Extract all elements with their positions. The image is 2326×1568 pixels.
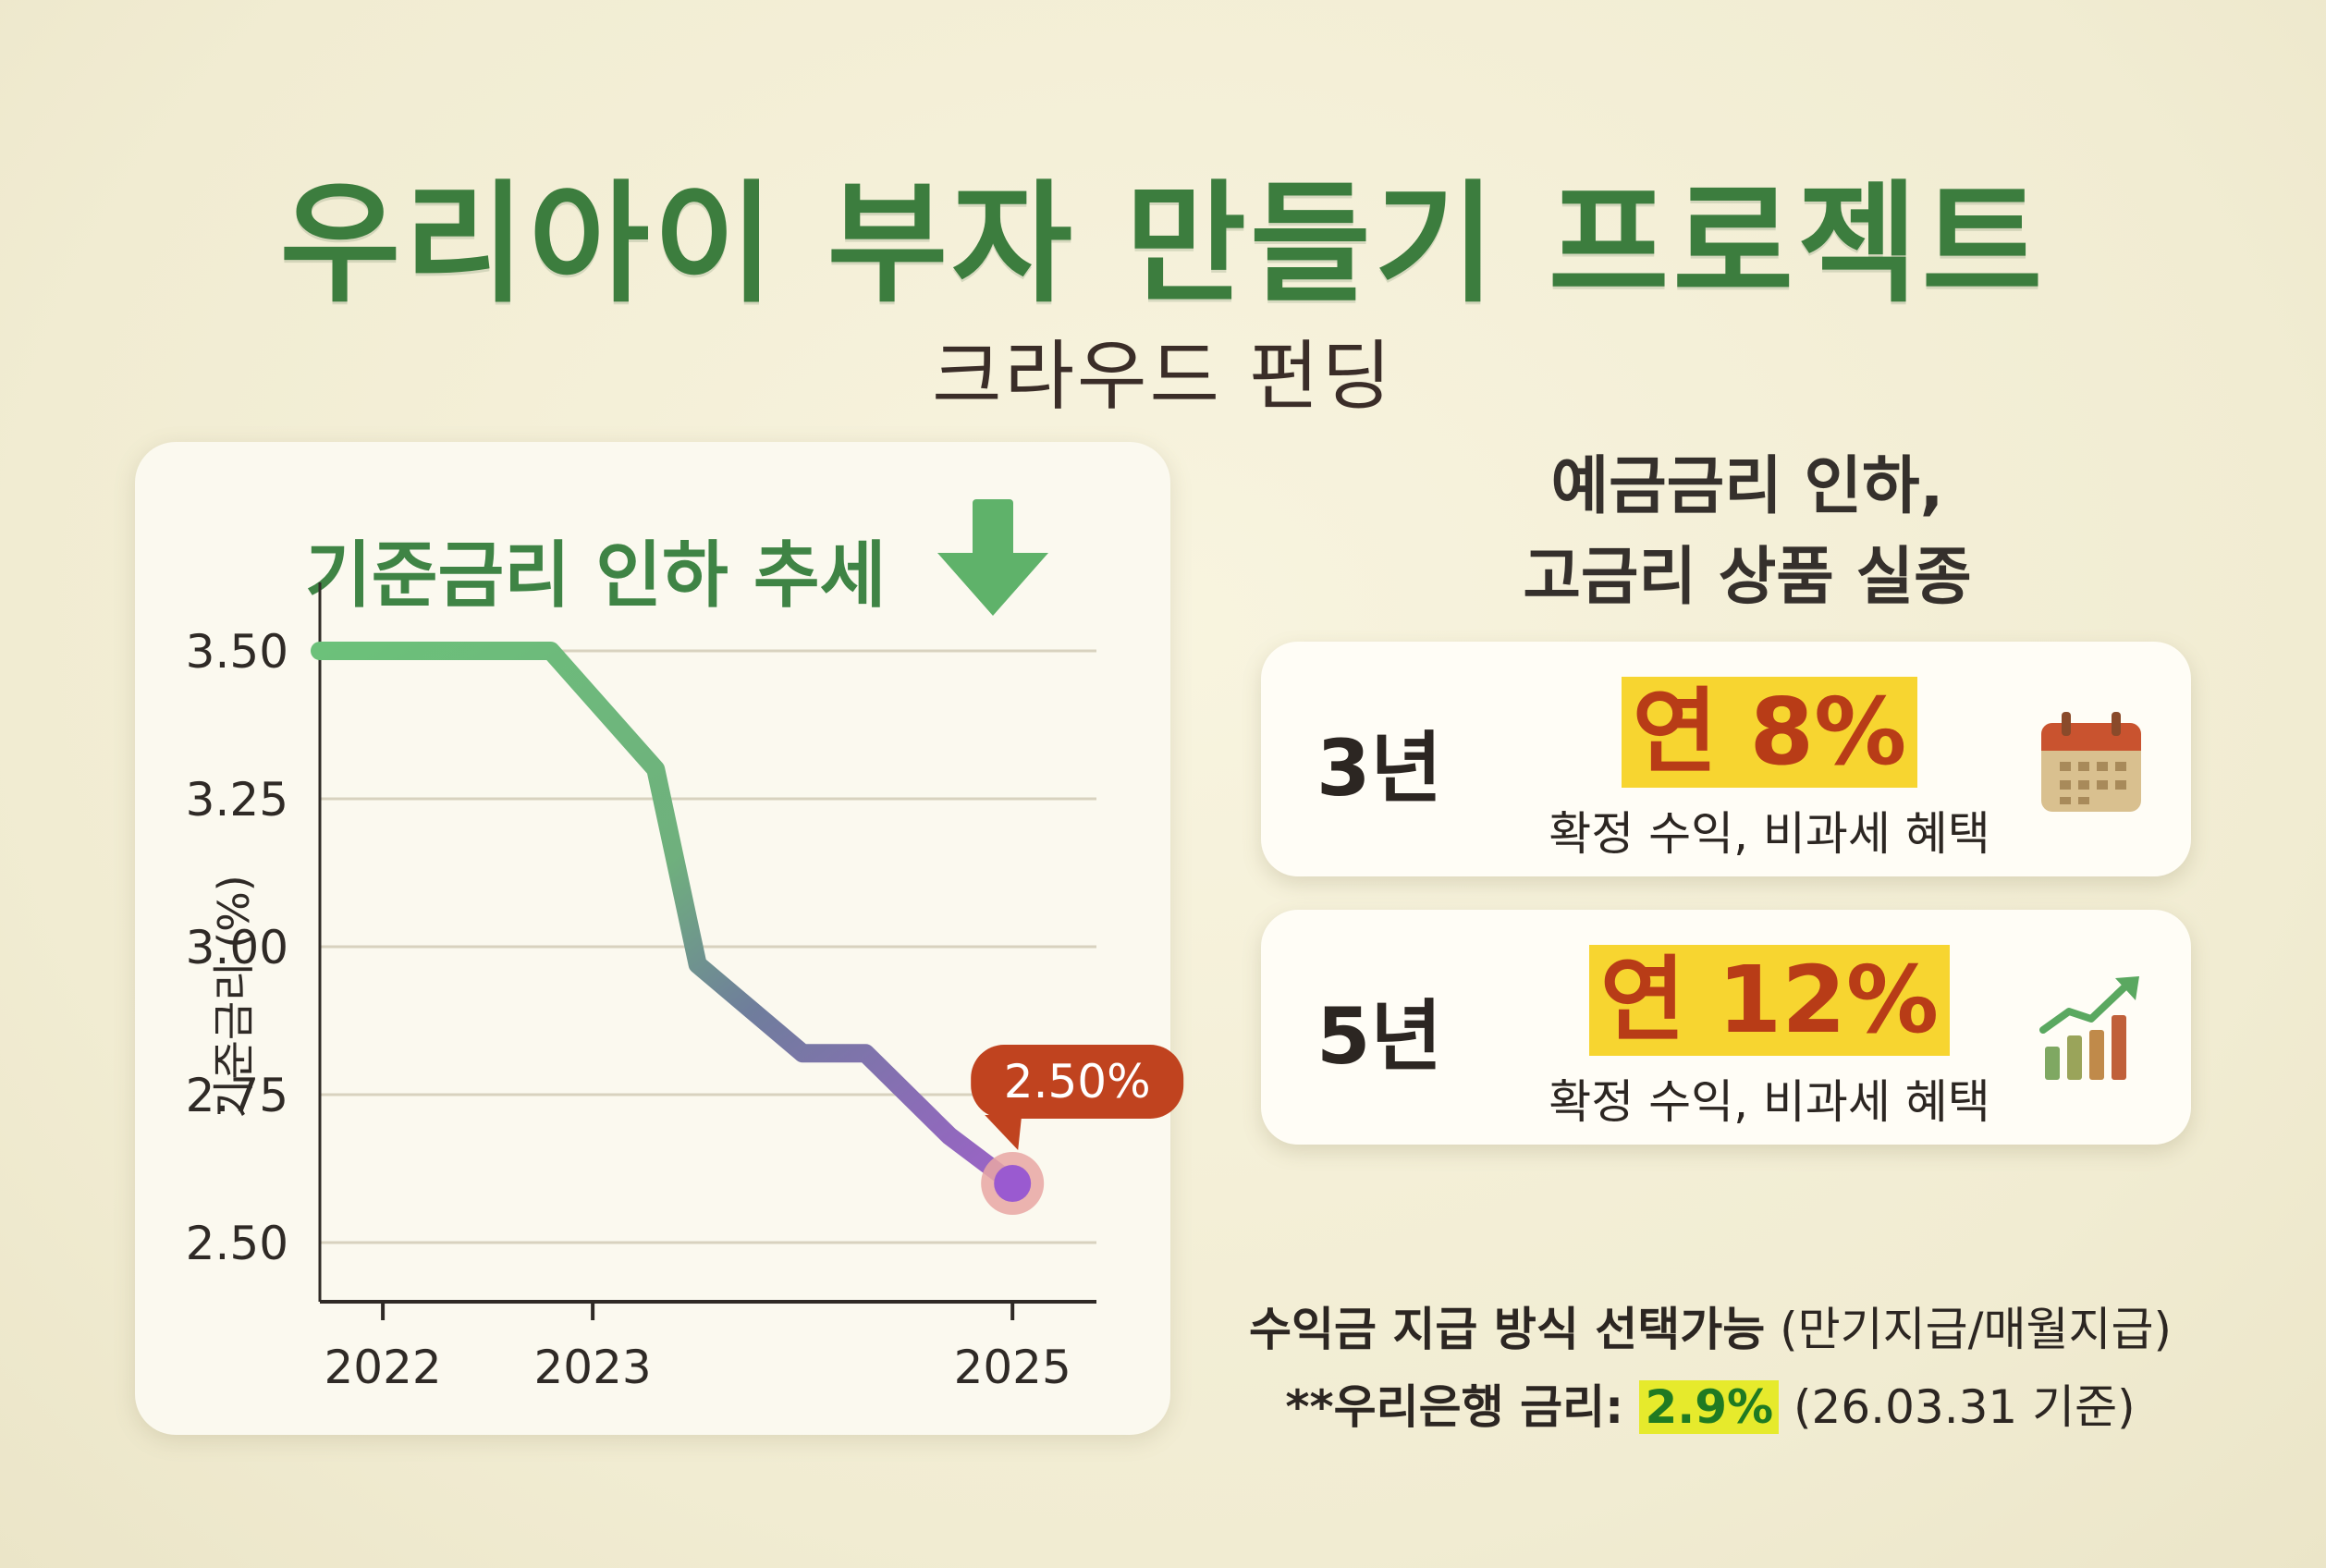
footer-payment-detail: (만기지급/매월지급) bbox=[1765, 1303, 2172, 1356]
footer-payment-label: 수익금 지급 방식 선택가능 bbox=[1249, 1303, 1766, 1356]
offer-rate: 연 12% bbox=[1588, 945, 1951, 1056]
footer-bank-date: (26.03.31 기준) bbox=[1779, 1380, 2136, 1434]
offer-card-5yr: 5년 연 12% 확정 수익, 비과세 혜택 bbox=[1261, 910, 2191, 1145]
rates-heading-line1: 예금금리 인하, bbox=[1550, 450, 1944, 523]
chart-title: 기준금리 인하 추세 bbox=[305, 534, 887, 618]
offer-term: 3년 bbox=[1316, 723, 1442, 814]
calendar-icon bbox=[2041, 712, 2141, 812]
growth-chart-icon bbox=[2039, 976, 2139, 1080]
footer-bank-label: **우리은행 금리: bbox=[1285, 1380, 1640, 1434]
offer-term: 5년 bbox=[1316, 991, 1442, 1082]
y-axis-label: 기준금리 (%) bbox=[209, 875, 259, 1119]
rates-heading-line2: 고금리 상품 실종 bbox=[1523, 541, 1972, 614]
down-arrow-icon bbox=[937, 499, 1048, 616]
offer-card-3yr: 3년 연 8% 확정 수익, 비과세 혜택 bbox=[1261, 642, 2191, 876]
page-title: 우리아이 부자 만들기 프로젝트 bbox=[279, 168, 2047, 321]
offer-benefit: 확정 수익, 비과세 혜택 bbox=[1549, 1075, 1990, 1129]
footer-payment-options: 수익금 지급 방식 선택가능 (만기지급/매월지급) bbox=[1183, 1292, 2237, 1359]
footer-bank-rate-value: 2.9% bbox=[1639, 1380, 1780, 1434]
offer-benefit: 확정 수익, 비과세 혜택 bbox=[1549, 807, 1990, 861]
footer-bank-rate: **우리은행 금리: 2.9% (26.03.31 기준) bbox=[1183, 1370, 2237, 1437]
page-subtitle: 크라우드 펀딩 bbox=[932, 333, 1394, 421]
rates-heading: 예금금리 인하, 고금리 상품 실종 bbox=[1331, 442, 2163, 623]
offer-rate: 연 8% bbox=[1621, 677, 1918, 788]
